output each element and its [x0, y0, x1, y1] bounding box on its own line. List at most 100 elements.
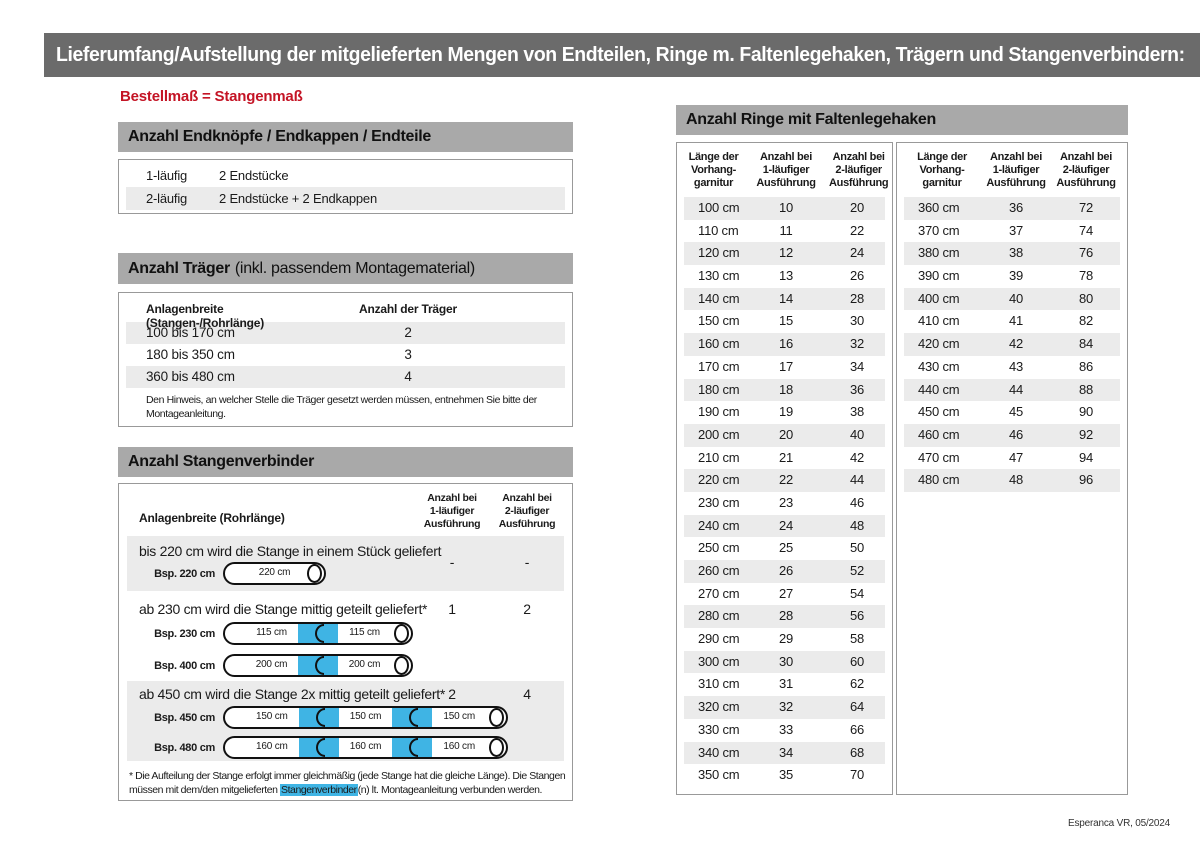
count-1-cell: 39 — [1008, 268, 1024, 284]
ringe-table-left: Länge der Vorhang- garnitur Anzahl bei 1… — [676, 142, 893, 795]
count-2-cell: 62 — [849, 676, 865, 692]
length-cell: 200 cm — [698, 426, 740, 442]
rod-connector-icon — [298, 708, 339, 727]
length-cell: 210 cm — [698, 449, 740, 465]
count-2-cell: 76 — [1078, 245, 1094, 261]
count-2-cell: 96 — [1078, 472, 1094, 488]
length-cell: 430 cm — [918, 358, 960, 374]
count-2-cell: 24 — [849, 245, 865, 261]
rod-segment-label: 160 cm — [349, 741, 382, 752]
col-header-1-laeufig: Anzahl bei 1-läufiger Ausführung — [756, 151, 816, 189]
rod-endcap-icon — [394, 624, 409, 643]
length-cell: 340 cm — [698, 744, 740, 760]
length-cell: 100 cm — [698, 200, 740, 215]
table-row: 2-läufig 2 Endstücke + 2 Endkappen — [126, 187, 565, 210]
count-2-cell: 50 — [849, 540, 865, 556]
table-row: 210 cm 21 42 — [684, 447, 885, 470]
length-cell: 450 cm — [918, 404, 960, 420]
table-row: 330 cm 33 66 — [684, 719, 885, 742]
table-row: 430 cm 43 86 — [904, 356, 1120, 379]
count-2-cell: 30 — [849, 313, 865, 329]
count-1-cell: 26 — [778, 563, 794, 578]
length-cell: 260 cm — [698, 563, 740, 578]
count-2-laeufig: 2 — [523, 601, 531, 617]
length-cell: 470 cm — [918, 449, 960, 465]
table-row: 340 cm 34 68 — [684, 741, 885, 765]
count-2-cell: 46 — [849, 494, 865, 510]
rod-connector-icon — [298, 624, 338, 643]
length-cell: 280 cm — [698, 608, 740, 624]
ringe-table-right: Länge der Vorhang- garnitur Anzahl bei 1… — [896, 142, 1128, 795]
table-row: 360 bis 480 cm 4 — [126, 366, 565, 388]
table-row: 160 cm 16 32 — [684, 333, 885, 356]
col-header-anzahl-traeger: Anzahl der Träger — [359, 302, 457, 316]
count-2-cell: 92 — [1078, 426, 1094, 442]
table-row: 250 cm 25 50 — [684, 537, 885, 560]
col-header-2-laeufig: Anzahl bei 2-läufiger Ausführung — [1056, 151, 1116, 189]
count-1-cell: 19 — [778, 404, 794, 420]
count-2-cell: 80 — [1078, 290, 1094, 306]
table-row: 130 cm 13 26 — [684, 265, 885, 288]
parts-cell: 2 Endstücke + 2 Endkappen — [219, 191, 377, 206]
run-type-cell: 2-läufig — [146, 191, 188, 206]
table-row: 240 cm 24 48 — [684, 514, 885, 538]
count-2-cell: 90 — [1078, 404, 1094, 420]
verbinder-section-ab-450: ab 450 cm wird die Stange 2x mittig gete… — [127, 681, 564, 761]
count-2-cell: 64 — [849, 699, 865, 715]
table-row: 140 cm 14 28 — [684, 287, 885, 311]
count-2-cell: 54 — [849, 585, 865, 601]
count-2-laeufig: - — [524, 554, 530, 570]
length-cell: 400 cm — [918, 290, 960, 306]
table-row: 360 cm 36 72 — [904, 197, 1120, 220]
length-cell: 170 cm — [698, 358, 740, 374]
length-cell: 360 cm — [918, 200, 960, 215]
rod-segment-label: 150 cm — [349, 711, 382, 722]
length-cell: 320 cm — [698, 699, 740, 715]
length-cell: 300 cm — [698, 653, 740, 669]
table-row: 450 cm 45 90 — [904, 401, 1120, 424]
count-1-cell: 18 — [778, 381, 794, 397]
count-1-cell: 27 — [778, 585, 794, 601]
count-2-cell: 88 — [1078, 381, 1094, 397]
length-cell: 370 cm — [918, 222, 960, 238]
count-cell: 4 — [404, 369, 412, 384]
rod-example-label: Bsp. 400 cm — [154, 659, 215, 672]
table-row: 400 cm 40 80 — [904, 287, 1120, 311]
rod-diagram: 200 cm 200 cm — [223, 654, 413, 677]
rod-example-label: Bsp. 450 cm — [154, 711, 215, 724]
count-2-cell: 36 — [849, 381, 865, 397]
rod-example-row: Bsp. 220 cm 220 cm — [127, 562, 564, 585]
table-row: 220 cm 22 44 — [684, 469, 885, 492]
count-cell: 3 — [404, 347, 412, 362]
rod-endcap-icon — [307, 564, 322, 583]
count-1-cell: 40 — [1008, 290, 1024, 306]
rod-example-label: Bsp. 230 cm — [154, 627, 215, 640]
length-cell: 150 cm — [698, 313, 740, 329]
rod-connector-icon — [298, 656, 338, 675]
length-cell: 140 cm — [698, 290, 740, 306]
count-2-cell: 28 — [849, 290, 865, 306]
table-row: 420 cm 42 84 — [904, 333, 1120, 356]
count-1-cell: 10 — [778, 200, 794, 215]
table-row: 280 cm 28 56 — [684, 605, 885, 629]
table-row: 300 cm 30 60 — [684, 650, 885, 674]
length-cell: 330 cm — [698, 721, 740, 737]
count-1-cell: 17 — [778, 358, 794, 374]
count-1-laeufig: 2 — [448, 686, 456, 702]
count-2-cell: 26 — [849, 268, 865, 284]
section-header-traeger: Anzahl Träger (inkl. passendem Montagema… — [118, 253, 573, 284]
length-cell: 310 cm — [698, 676, 740, 692]
count-2-cell: 70 — [849, 767, 865, 783]
count-1-cell: 21 — [778, 449, 794, 465]
length-cell: 220 cm — [698, 472, 740, 488]
verbinder-section-ab-230: ab 230 cm wird die Stange mittig geteilt… — [127, 601, 564, 677]
table-row: 470 cm 47 94 — [904, 447, 1120, 470]
traeger-table: Anlagenbreite (Stangen-/Rohrlänge) Anzah… — [118, 292, 573, 427]
rod-diagram: 115 cm 115 cm — [223, 622, 413, 645]
count-2-cell: 78 — [1078, 268, 1094, 284]
rod-example-row: Bsp. 450 cm 150 cm 150 cm 150 cm — [127, 706, 564, 729]
rod-example-label: Bsp. 480 cm — [154, 741, 215, 754]
rod-segment-label: 115 cm — [256, 627, 287, 638]
table-row: 110 cm 11 22 — [684, 220, 885, 243]
count-1-cell: 30 — [778, 653, 794, 669]
